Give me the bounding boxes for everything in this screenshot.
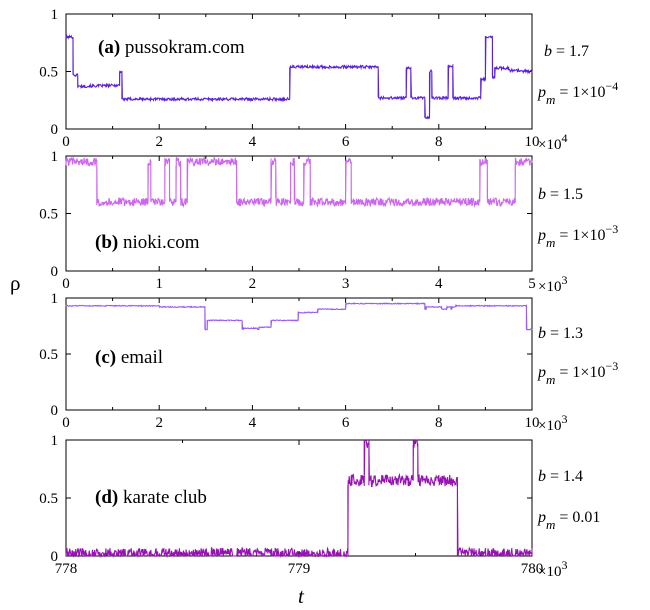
x-axis-title: t [298,584,305,608]
x-tick-label: 2 [155,415,163,431]
x-tick-label: 8 [435,415,443,431]
series-line [65,33,533,120]
y-tick-label: 1 [51,149,59,165]
chart-panel-2: 0 1 2 3 4 5 ×103 0 0.5 1 (b) nioki.com b = 1.5 pm = … [39,149,618,295]
x-tick-label: 778 [55,561,78,577]
x-tick-label: 6 [342,415,350,431]
pm-parameter: pm = 1×10−3 [537,359,618,387]
x-tick-label: 0 [62,276,70,292]
x-tick-label: 0 [62,134,70,150]
b-parameter: b = 1.4 [538,468,583,485]
x-tick-label: 779 [288,561,311,577]
x-tick-label: 2 [249,276,257,292]
panel-label: (c) email [95,347,163,368]
y-tick-label: 1 [51,291,59,307]
y-tick-label: 0 [51,264,59,280]
series-line [65,301,533,331]
y-tick-label: 0 [51,122,59,138]
x-tick-label: 5 [528,276,536,292]
b-parameter: b = 1.7 [544,43,589,60]
x-tick-label: 4 [435,276,443,292]
x-tick-label: 1 [155,276,163,292]
b-parameter: b = 1.5 [538,186,583,203]
y-axis-title: ρ [10,271,20,295]
pm-parameter: pm = 0.01 [537,509,600,532]
chart-panel-1: 0 2 4 6 8 10×104 0 0.5 1 (a) pussokram.com b = 1.7… [39,7,618,153]
panel-label: (d) karate club [95,487,207,508]
x-multiplier: ×103 [538,412,567,434]
plot-frame [65,155,533,272]
x-tick-label: 6 [342,134,350,150]
x-tick-label: 10 [525,134,540,150]
y-tick-label: 0.5 [39,65,58,81]
y-tick-label: 0 [51,549,59,565]
x-multiplier: ×104 [538,131,567,153]
x-tick-label: 0 [62,415,70,431]
series-line [65,439,533,559]
x-tick-label: 3 [342,276,350,292]
x-tick-label: 4 [249,134,257,150]
panel-label: (a) pussokram.com [98,37,245,58]
x-tick-label: 4 [249,415,257,431]
pm-parameter: pm = 1×10−3 [537,222,618,250]
chart-panel-4: 778 779 780×103 0 0.5 1 (d) karate club b = 1.4… [39,433,600,580]
x-tick-label: 780 [521,561,544,577]
plot-frame [65,13,533,130]
y-tick-label: 1 [51,7,59,23]
y-tick-label: 0.5 [39,491,58,507]
y-tick-label: 0 [51,403,59,419]
x-tick-label: 8 [435,134,443,150]
x-tick-label: 2 [155,134,163,150]
x-multiplier: ×103 [538,558,567,580]
panel-label: (b) nioki.com [95,232,200,253]
y-tick-label: 1 [51,433,59,449]
y-tick-label: 0.5 [39,207,58,223]
series-line [65,155,533,208]
x-multiplier: ×103 [538,273,567,295]
b-parameter: b = 1.3 [538,325,583,342]
pm-parameter: pm = 1×10−4 [537,79,618,107]
chart-panel-3: 0 2 4 6 8 10×103 0 0.5 1 (c) email b = 1.3 pm = 1×1… [39,291,618,434]
x-tick-label: 10 [525,415,540,431]
y-tick-label: 0.5 [39,347,58,363]
